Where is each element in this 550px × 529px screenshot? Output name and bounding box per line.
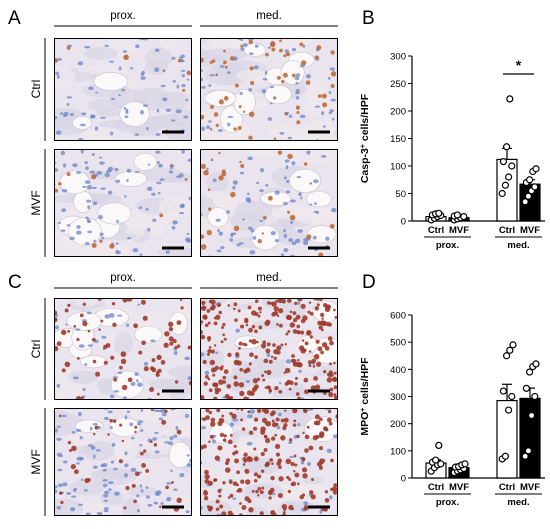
x-category-label: Ctrl <box>499 225 515 236</box>
row-label-ctrl-c: Ctrl <box>29 340 43 359</box>
data-point <box>460 213 468 221</box>
data-point <box>505 173 513 181</box>
panel-letter-b: B <box>362 8 375 29</box>
y-tick-label: 150 <box>390 134 406 145</box>
data-point <box>432 456 440 464</box>
col-label-med-c: med. <box>256 272 282 284</box>
col-label-prox-a: prox. <box>110 10 136 22</box>
group-label: med. <box>507 497 529 508</box>
data-point <box>521 452 529 460</box>
data-point <box>532 360 540 368</box>
micrograph-c-prox-ctrl <box>54 298 192 400</box>
panel-letter-a: A <box>8 8 21 29</box>
chart-mpo: MPO+ cells/HPF 0 100 200 300 400 500 600 Ctrl MVF… <box>359 311 545 508</box>
data-point <box>498 189 506 198</box>
data-point <box>453 211 461 219</box>
data-point <box>531 392 539 401</box>
data-point <box>503 143 511 151</box>
data-point <box>461 460 469 468</box>
y-tick-label: 500 <box>390 338 406 349</box>
data-point <box>499 387 507 395</box>
micrograph-a-prox-ctrl <box>54 38 192 141</box>
y-tick-label: 300 <box>390 392 406 403</box>
panel-c-header: prox. med. Ctrl MVF <box>29 272 338 516</box>
data-point <box>499 158 507 166</box>
data-point <box>532 165 540 173</box>
x-category-label: MVF <box>449 225 469 236</box>
x-category-label: Ctrl <box>428 482 444 493</box>
data-point <box>505 406 513 414</box>
panel-letter-d: D <box>362 272 376 293</box>
y-axis-label: MPO+ cells/HPF <box>359 357 371 436</box>
panel-a-header: prox. med. Ctrl MVF <box>29 10 338 257</box>
data-point <box>524 447 533 455</box>
x-category-label: Ctrl <box>428 225 444 236</box>
data-point <box>506 346 514 354</box>
group-label: med. <box>507 240 529 251</box>
micrograph-a-med-mvf <box>200 149 338 257</box>
y-tick-label: 300 <box>390 52 406 63</box>
row-label-ctrl-a: Ctrl <box>29 80 43 99</box>
data-point <box>508 162 516 170</box>
y-tick-label: 250 <box>390 79 406 90</box>
row-label-mvf-c: MVF <box>29 449 43 474</box>
y-tick-label: 100 <box>390 446 406 457</box>
y-tick-label: 0 <box>401 217 406 228</box>
data-point <box>525 176 534 184</box>
x-category-label: MVF <box>520 225 540 236</box>
micrograph-a-prox-mvf <box>54 149 192 257</box>
data-point <box>531 183 539 191</box>
micrograph-c-prox-mvf <box>54 408 192 516</box>
x-category-label: MVF <box>520 482 540 493</box>
data-point <box>503 352 511 360</box>
y-tick-label: 200 <box>390 107 406 118</box>
micrograph-c-med-ctrl <box>200 298 338 400</box>
significance-marker: * <box>516 57 522 73</box>
data-point <box>435 209 443 217</box>
y-tick-label: 50 <box>395 189 406 200</box>
data-point <box>525 368 534 376</box>
col-label-med-a: med. <box>256 10 282 22</box>
data-point <box>501 181 509 189</box>
x-category-label: Ctrl <box>499 482 515 493</box>
data-point <box>522 384 531 392</box>
data-point <box>524 192 533 200</box>
data-point <box>501 452 509 460</box>
row-label-mvf-a: MVF <box>29 190 43 215</box>
chart-casp3: Casp-3+ cells/HPF 0 50 100 150 200 250 300 Ctrl M… <box>359 52 545 251</box>
panel-letter-c: C <box>8 272 22 293</box>
y-tick-label: 600 <box>390 311 406 322</box>
bar <box>519 397 541 479</box>
data-point <box>527 411 536 420</box>
micrograph-grid <box>54 38 338 516</box>
data-point <box>437 460 445 468</box>
group-label: prox. <box>436 240 459 251</box>
data-point <box>435 441 443 449</box>
micrograph-a-med-ctrl <box>200 38 338 141</box>
y-axis-label: Casp-3+ cells/HPF <box>359 93 371 183</box>
data-point <box>508 392 516 401</box>
y-tick-label: 100 <box>390 162 406 173</box>
col-label-prox-c: prox. <box>110 272 136 284</box>
x-category-label: MVF <box>449 482 469 493</box>
data-point <box>506 95 514 103</box>
micrograph-c-med-mvf <box>200 408 338 516</box>
data-point <box>521 198 529 206</box>
y-tick-label: 400 <box>390 365 406 376</box>
y-tick-label: 0 <box>401 474 406 485</box>
y-tick-label: 200 <box>390 419 406 430</box>
data-point <box>509 341 517 349</box>
group-label: prox. <box>436 497 459 508</box>
